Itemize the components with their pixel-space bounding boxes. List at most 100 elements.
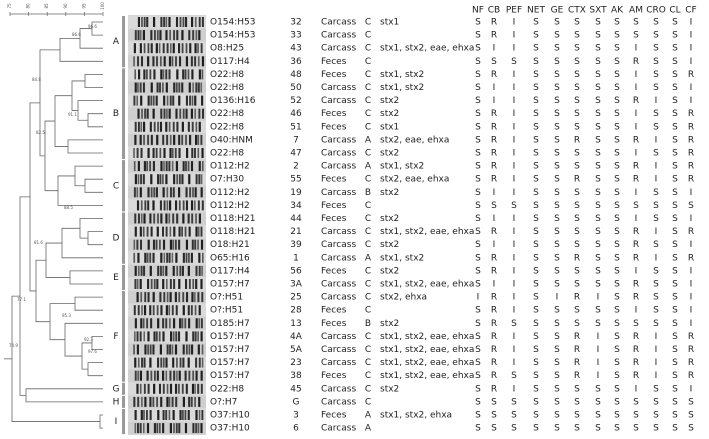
gel-band [182,108,185,119]
gel-band [134,357,137,368]
susceptibility: R [491,18,497,28]
gel-band [146,410,148,420]
susceptibility: I [597,371,600,381]
gel-band [182,213,185,224]
gel-band [174,344,178,355]
susceptibility: S [595,253,601,263]
susceptibility: R [688,109,694,119]
gel-band [172,357,175,368]
susceptibility: I [556,293,559,303]
virulence-genes: stx1, stx2, ehxa [380,411,452,421]
gel-band [142,121,146,132]
gel-band [147,383,150,394]
gel-band [188,279,191,289]
gel-band [150,226,153,237]
susceptibility: S [672,214,678,224]
gel-image [128,15,206,436]
susceptibility: S [672,266,678,276]
gel-band [152,108,155,119]
gel-band [163,148,166,158]
serotype: O157:H7 [210,345,250,355]
susceptibility: I [513,162,516,172]
susceptibility: I [513,214,516,224]
serotype: O118:H21 [210,227,256,237]
source: Feces [321,266,347,276]
node-label: 74.9 [9,343,18,348]
gel-band [200,174,203,185]
gel-band [191,383,195,394]
susceptibility: S [554,18,560,28]
susceptibility: S [554,424,560,434]
gel-band [163,17,166,27]
susceptibility: R [574,175,580,185]
susceptibility: S [653,424,659,434]
gel-band [163,200,166,211]
gel-band [140,265,143,276]
susceptibility: S [688,201,694,211]
gel-band [169,344,172,355]
serotype: O22:H8 [210,149,244,159]
gel-band [134,226,137,237]
gel-band [139,383,142,394]
gel-band [163,292,166,303]
gel-band [137,174,140,185]
gel-band [200,423,203,434]
gel-band [156,279,159,289]
gel-band [158,423,161,434]
gel-band [188,370,191,381]
gel-band [178,82,181,93]
gel-band [149,357,152,368]
susceptibility: I [690,18,693,28]
gel-band [147,134,150,145]
source: Carcass [321,332,356,342]
susceptibility: S [672,306,678,316]
gel-band [163,95,166,106]
gel-band [182,69,185,80]
gel-band [194,396,196,407]
gel-band [176,121,179,132]
susceptibility: R [491,371,497,381]
gel-band [137,161,140,172]
susceptibility: S [614,332,620,342]
gel-band [201,69,204,80]
gel-band [160,265,162,276]
susceptibility: S [491,201,497,211]
susceptibility: S [653,149,659,159]
gel-band [181,226,184,237]
susceptibility: S [672,371,678,381]
gel-band [139,279,142,289]
gel-band [178,174,181,185]
gel-band [166,187,169,198]
gel-band [201,148,204,158]
category: A [365,424,372,434]
gel-band [194,305,197,316]
category: C [365,109,371,119]
gel-band [195,410,198,420]
source: Carcass [321,31,356,41]
gel-band [178,187,181,198]
category: C [365,384,371,394]
susceptibility: S [653,397,659,407]
isolate: 32 [290,18,301,28]
gel-band [160,56,162,67]
node-label: 95.3 [62,313,71,318]
susceptibility: I [655,253,658,263]
gel-band [191,121,194,132]
susceptibility: I [655,345,658,355]
susceptibility: S [554,332,560,342]
gel-band [142,174,145,185]
gel-band [188,344,191,355]
gel-band [169,292,172,303]
gel-band [153,187,156,198]
susceptibility: S [511,57,517,67]
isolate: 34 [290,201,302,211]
susceptibility: S [574,188,580,198]
gel-band [162,239,166,250]
susceptibility: I [635,70,638,80]
gel-band [149,252,152,263]
gel-band [149,121,152,132]
susceptibility: S [475,122,481,132]
dendrogram-branch [87,113,103,128]
gel-band [143,134,145,145]
gel-band [201,17,204,27]
